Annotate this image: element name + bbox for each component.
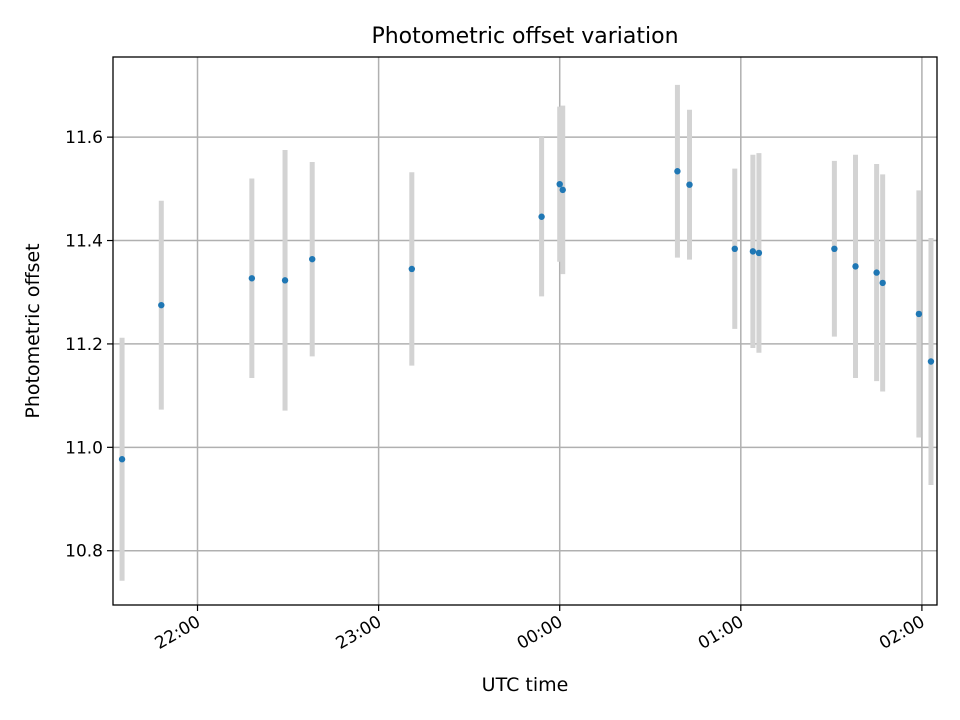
x-axis-ticks: 22:00 23:00 00:00 01:00 02:00 — [152, 605, 928, 654]
data-point — [674, 168, 681, 175]
x-tick-label: 01:00 — [695, 612, 747, 654]
data-point — [831, 245, 838, 252]
y-tick-label: 11.0 — [65, 438, 103, 458]
data-point — [873, 269, 880, 276]
y-axis-ticks: 10.8 11.0 11.2 11.4 11.6 — [65, 128, 113, 562]
x-tick-label: 02:00 — [876, 612, 928, 654]
y-axis-label: Photometric offset — [22, 243, 44, 418]
data-point — [556, 180, 563, 188]
chart-title: Photometric offset variation — [371, 24, 678, 49]
data-point — [408, 265, 416, 273]
data-point — [731, 245, 738, 252]
x-tick-label: 22:00 — [152, 612, 204, 654]
y-tick-label: 11.6 — [65, 128, 103, 148]
data-point — [915, 310, 923, 318]
data-point — [281, 277, 289, 284]
data-point — [559, 186, 566, 194]
data-point — [749, 248, 757, 255]
y-tick-label: 11.4 — [65, 232, 103, 252]
data-point — [852, 263, 859, 270]
y-tick-label: 11.2 — [65, 335, 103, 355]
error-bars — [119, 84, 934, 581]
data-point — [879, 279, 886, 287]
data-point — [686, 181, 693, 188]
data-points — [118, 168, 935, 463]
plot-frame — [112, 56, 938, 606]
x-tick-label: 00:00 — [514, 612, 566, 654]
data-point — [927, 358, 935, 365]
data-point — [309, 255, 316, 263]
data-point — [118, 456, 126, 463]
data-point — [158, 301, 165, 309]
x-tick-label: 23:00 — [333, 612, 385, 654]
data-point — [538, 213, 545, 220]
x-axis-label: UTC time — [482, 674, 569, 696]
data-point — [248, 275, 256, 282]
y-gridlines — [113, 136, 937, 552]
data-point — [755, 249, 763, 257]
y-tick-label: 10.8 — [65, 542, 103, 562]
